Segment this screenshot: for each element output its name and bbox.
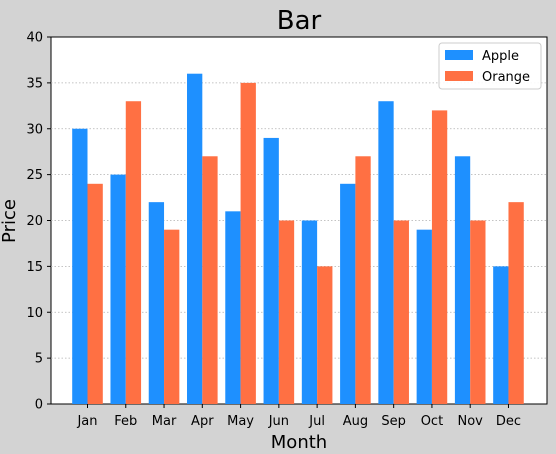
bar-apple-jun xyxy=(263,137,279,405)
x-tick-label: Sep xyxy=(381,414,406,429)
legend-label-orange: Orange xyxy=(482,70,530,85)
x-tick-label: Jul xyxy=(308,414,325,429)
bar-orange-aug xyxy=(355,156,371,404)
bar-orange-sep xyxy=(393,220,409,404)
bar-apple-feb xyxy=(110,174,126,404)
bar-orange-oct xyxy=(431,110,448,405)
x-tick-label: Oct xyxy=(421,414,443,429)
bar-apple-jan xyxy=(72,128,88,404)
y-tick-label: 15 xyxy=(26,260,43,275)
bar-orange-feb xyxy=(125,101,142,404)
bar-orange-jun xyxy=(278,220,295,404)
x-axis-label: Month xyxy=(271,432,327,453)
bar-apple-apr xyxy=(187,73,203,404)
legend-swatch-orange xyxy=(445,71,473,81)
bar-apple-jul xyxy=(301,220,318,404)
y-axis: 0 5 10 15 20 25 30 35 40 xyxy=(26,31,51,413)
x-tick-label: Apr xyxy=(191,414,214,429)
bar-orange-dec xyxy=(508,202,524,404)
bar-orange-jul xyxy=(317,266,333,404)
y-tick-label: 35 xyxy=(26,76,43,91)
chart-title: Bar xyxy=(277,6,322,36)
bar-orange-nov xyxy=(470,220,486,404)
x-tick-label: Aug xyxy=(343,414,368,429)
bar-orange-mar xyxy=(164,229,180,404)
legend-swatch-apple xyxy=(445,50,473,60)
bar-orange-may xyxy=(240,82,256,404)
x-tick-label: May xyxy=(227,414,254,429)
y-tick-label: 10 xyxy=(26,306,43,321)
y-axis-label: Price xyxy=(0,199,20,243)
bar-apple-mar xyxy=(148,202,165,404)
legend: Apple Orange xyxy=(438,42,542,90)
x-tick-label: Jun xyxy=(268,414,289,429)
x-tick-label: Jan xyxy=(76,414,97,429)
y-tick-label: 25 xyxy=(26,168,43,183)
x-tick-label: Feb xyxy=(114,414,137,429)
y-tick-label: 20 xyxy=(26,214,43,229)
legend-label-apple: Apple xyxy=(482,49,519,64)
y-tick-label: 5 xyxy=(35,352,43,367)
bars-group xyxy=(72,73,524,405)
y-tick-label: 0 xyxy=(35,398,43,413)
x-tick-label: Nov xyxy=(458,414,484,429)
bar-orange-apr xyxy=(202,156,218,404)
x-tick-label: Dec xyxy=(496,414,521,429)
bar-apple-sep xyxy=(378,101,394,404)
y-tick-label: 30 xyxy=(26,122,43,137)
bar-apple-aug xyxy=(340,183,356,404)
x-axis: Jan Feb Mar Apr May Jun Jul Aug Sep Oct Nov Dec xyxy=(76,404,521,429)
bar-apple-oct xyxy=(416,229,432,404)
x-tick-label: Mar xyxy=(152,414,177,429)
bar-apple-may xyxy=(225,211,241,404)
y-tick-label: 40 xyxy=(26,31,43,46)
bar-apple-dec xyxy=(493,266,509,404)
bar-orange-jan xyxy=(87,183,103,404)
bar-apple-nov xyxy=(454,156,471,404)
